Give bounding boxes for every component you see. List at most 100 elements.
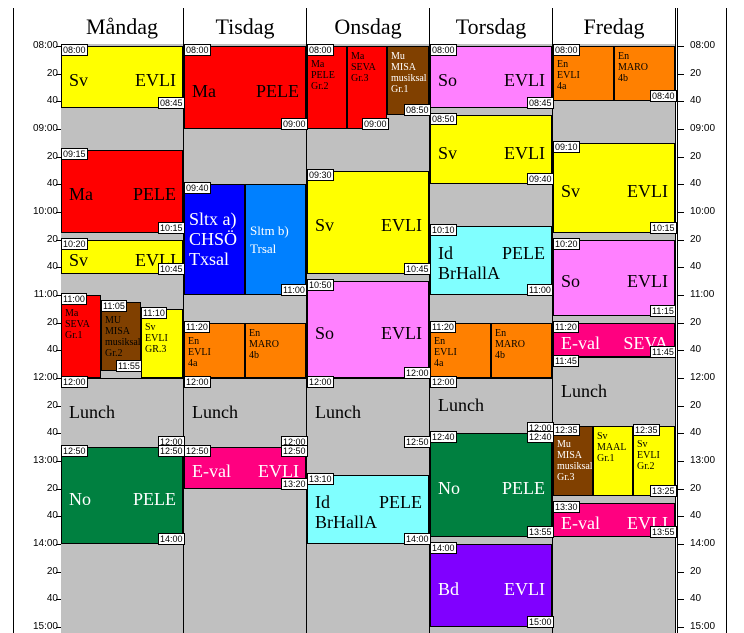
- time-tick-label: 13:00: [690, 455, 716, 466]
- lesson-subject: Id: [438, 243, 453, 264]
- time-tick-label: 08:00: [32, 40, 58, 51]
- time-stamp: 11:00: [61, 293, 87, 305]
- lesson-room: 4a: [434, 357, 444, 369]
- time-tick-label: 40: [46, 178, 58, 190]
- lesson-block[interactable]: Sv EVLI: [553, 142, 675, 233]
- time-stamp: 11:05: [101, 299, 127, 312]
- time-stamp: 09:30: [307, 168, 334, 181]
- time-stamp: 10:45: [404, 263, 431, 276]
- time-tick-mark: [56, 488, 62, 490]
- time-stamp: 08:45: [158, 97, 185, 110]
- time-tick-mark: [678, 433, 684, 435]
- time-tick-mark: [56, 571, 62, 573]
- lesson-block[interactable]: Ma PELE: [184, 46, 306, 129]
- time-stamp: 09:15: [61, 147, 88, 160]
- lunch-block[interactable]: Lunch: [184, 378, 306, 448]
- lesson-teacher: EVLI: [557, 70, 580, 81]
- lesson-block[interactable]: Ma PELE Gr.2: [307, 46, 347, 129]
- time-stamp: 08:00: [184, 44, 211, 56]
- lunch-block[interactable]: Lunch: [61, 378, 183, 448]
- time-stamp: 14:00: [404, 533, 431, 545]
- lesson-block[interactable]: Sv EVLI: [430, 115, 552, 185]
- lesson-subject: En: [618, 51, 630, 62]
- time-stamp: 12:00: [61, 376, 88, 388]
- lesson-room: BrHallA: [438, 263, 500, 284]
- lesson-block[interactable]: So EVLI: [307, 281, 429, 378]
- lesson-teacher: EVLI: [188, 346, 211, 358]
- lesson-block[interactable]: En MARO 4b: [245, 322, 306, 378]
- lesson-block[interactable]: Sv EVLI GR.3: [141, 308, 183, 378]
- time-tick-mark: [678, 378, 684, 379]
- time-tick-label: 40: [690, 95, 702, 107]
- lesson-block[interactable]: Sv EVLI: [61, 46, 183, 109]
- time-tick-mark: [56, 184, 62, 186]
- time-tick-mark: [56, 73, 62, 75]
- lesson-room: 4b: [618, 73, 628, 84]
- lesson-room: Trsal: [250, 240, 277, 256]
- lesson-block[interactable]: Sltm b) Trsal: [245, 184, 306, 295]
- lunch-block[interactable]: Lunch: [553, 357, 675, 427]
- time-stamp: 10:20: [553, 237, 580, 250]
- lesson-subject: Ma: [69, 184, 93, 205]
- lesson-block[interactable]: En MARO 4b: [614, 46, 675, 102]
- lesson-block[interactable]: Sv MAAL Gr.1: [593, 426, 633, 496]
- lesson-subject: MU: [105, 314, 122, 326]
- lesson-subject: En: [434, 335, 446, 347]
- lesson-block[interactable]: En MARO 4b: [491, 322, 552, 378]
- time-stamp: 08:45: [527, 97, 554, 110]
- lesson-block[interactable]: No PELE: [61, 447, 183, 544]
- lesson-teacher: MISA musiksal: [105, 325, 141, 348]
- lesson-block[interactable]: Sv EVLI: [307, 170, 429, 275]
- lesson-details: Ma PELE Gr.2: [311, 59, 345, 92]
- day-header: Tisdag: [184, 8, 306, 44]
- lesson-teacher: EVLI: [504, 142, 545, 163]
- lesson-block[interactable]: Bd EVLI: [430, 544, 552, 627]
- time-tick-mark: [678, 267, 684, 269]
- time-tick-mark: [678, 461, 684, 462]
- lunch-block[interactable]: Lunch: [307, 378, 429, 448]
- time-tick-mark: [56, 405, 62, 407]
- time-tick-mark: [678, 488, 684, 490]
- lesson-block[interactable]: Mu MISA musiksal Gr.3: [553, 426, 593, 496]
- lesson-teacher: EVLI: [627, 180, 668, 201]
- lesson-block[interactable]: Mu MISA musiksal Gr.1: [387, 46, 429, 116]
- time-tick-label: 20: [46, 482, 58, 494]
- lesson-teacher: EVLI: [381, 322, 422, 343]
- time-tick-label: 40: [690, 510, 702, 522]
- time-tick-mark: [56, 516, 62, 518]
- time-tick-label: 20: [690, 150, 702, 162]
- lesson-block[interactable]: Ma SEVA Gr.1: [61, 295, 101, 378]
- lesson-block[interactable]: Ma PELE: [61, 149, 183, 233]
- time-tick-label: 40: [690, 427, 702, 439]
- lesson-block[interactable]: So EVLI: [553, 239, 675, 316]
- lesson-block[interactable]: MU MISA musiksal Gr.2: [101, 301, 141, 372]
- lesson-room: 4b: [495, 349, 505, 361]
- time-tick-mark: [56, 295, 62, 296]
- time-tick-mark: [56, 212, 62, 213]
- time-axis-right: 08:00 20 40 09:00 20 40 10:00 20 40 11:00 20 40 12:0…: [677, 8, 727, 633]
- lesson-subject: So: [315, 322, 335, 343]
- lesson-room: 4a: [188, 357, 198, 369]
- time-tick-mark: [678, 544, 684, 545]
- lesson-block[interactable]: Ma SEVA Gr.3: [347, 46, 387, 129]
- time-tick-label: 08:00: [690, 40, 716, 51]
- lesson-room: Txsal: [189, 248, 229, 269]
- lunch-label: Lunch: [561, 380, 607, 401]
- time-stamp: 13:55: [650, 526, 677, 539]
- lesson-block[interactable]: Id PELE BrHallA: [307, 474, 429, 544]
- time-tick-mark: [56, 156, 62, 158]
- lesson-subject: Sv: [69, 70, 89, 91]
- lesson-block[interactable]: Sltx a) CHSÖ Txsal: [184, 184, 245, 295]
- lunch-label: Lunch: [192, 401, 238, 422]
- time-tick-mark: [678, 73, 684, 75]
- time-tick-label: 10:00: [690, 206, 716, 217]
- time-stamp: 11:00: [281, 284, 307, 296]
- lesson-teacher: PELE: [256, 80, 299, 101]
- lesson-details: Mu MISA musiksal Gr.3: [557, 439, 592, 483]
- lesson-block[interactable]: No PELE: [430, 433, 552, 538]
- lesson-block[interactable]: Id PELE BrHallA: [430, 225, 552, 295]
- lesson-details: En EVLI 4a: [557, 59, 612, 92]
- time-tick-label: 20: [46, 150, 58, 162]
- time-tick-label: 09:00: [690, 123, 716, 134]
- time-stamp: 12:50: [61, 445, 88, 458]
